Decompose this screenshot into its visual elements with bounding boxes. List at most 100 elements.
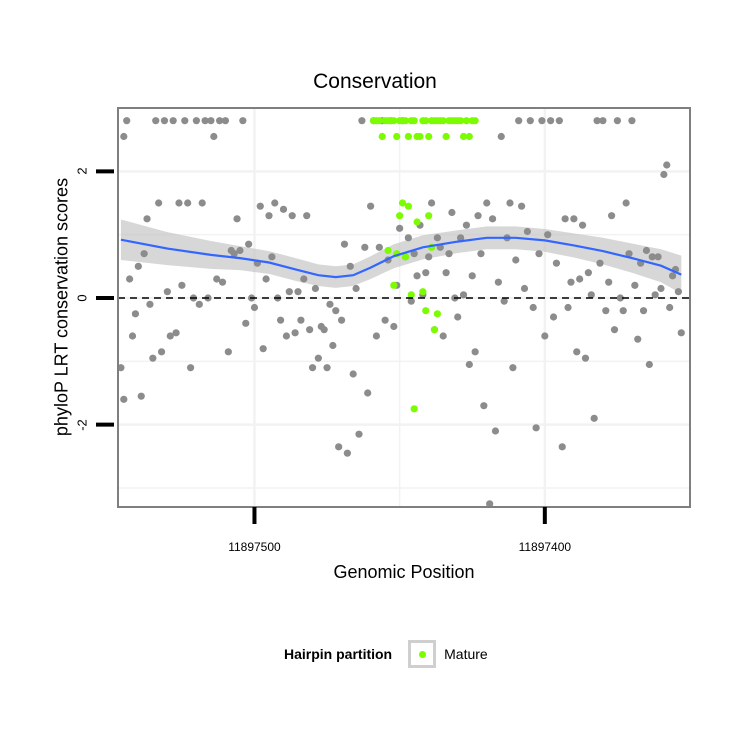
mature-point bbox=[393, 132, 401, 141]
mature-point bbox=[422, 117, 430, 125]
data-point bbox=[137, 392, 145, 400]
data-point bbox=[570, 215, 578, 223]
data-point bbox=[645, 360, 653, 369]
data-point bbox=[239, 117, 247, 125]
data-point bbox=[439, 332, 447, 340]
data-point bbox=[520, 284, 529, 293]
mature-point bbox=[404, 202, 412, 210]
data-point bbox=[515, 117, 523, 125]
data-point bbox=[326, 300, 334, 308]
data-point bbox=[425, 253, 433, 261]
data-point bbox=[337, 316, 346, 324]
mature-point bbox=[410, 117, 418, 125]
data-point bbox=[660, 170, 668, 179]
data-point bbox=[175, 199, 183, 207]
data-point bbox=[474, 212, 482, 220]
data-point bbox=[352, 284, 360, 293]
mature-point bbox=[462, 117, 471, 125]
data-point bbox=[390, 322, 398, 331]
data-point bbox=[666, 303, 674, 312]
mature-point bbox=[378, 132, 386, 141]
data-point bbox=[535, 250, 543, 258]
data-point bbox=[152, 117, 160, 125]
data-point bbox=[555, 117, 563, 125]
data-point bbox=[552, 259, 561, 267]
mature-point bbox=[465, 132, 473, 141]
data-point bbox=[396, 224, 404, 232]
x-axis-label: Genomic Position bbox=[333, 562, 475, 582]
data-point bbox=[602, 307, 610, 315]
data-point bbox=[262, 275, 270, 283]
mature-point bbox=[401, 117, 410, 125]
legend-key bbox=[408, 640, 437, 668]
data-point bbox=[445, 250, 453, 258]
y-tick-label: 2 bbox=[74, 167, 90, 175]
data-point bbox=[483, 199, 491, 207]
data-point bbox=[372, 332, 381, 340]
data-point bbox=[323, 364, 331, 372]
data-point bbox=[590, 414, 598, 422]
data-point bbox=[610, 326, 619, 334]
data-point bbox=[221, 117, 230, 125]
data-point bbox=[218, 278, 227, 286]
data-point bbox=[364, 389, 372, 397]
data-point bbox=[157, 348, 166, 356]
data-point bbox=[332, 307, 340, 315]
data-point bbox=[178, 281, 186, 289]
data-point bbox=[245, 240, 253, 248]
data-point bbox=[155, 199, 163, 207]
data-point bbox=[128, 332, 137, 340]
data-point bbox=[259, 345, 267, 353]
data-point bbox=[547, 117, 555, 125]
data-point bbox=[186, 364, 195, 372]
data-point bbox=[628, 117, 636, 125]
data-point bbox=[340, 240, 349, 248]
data-point bbox=[500, 297, 508, 305]
data-point bbox=[457, 234, 465, 242]
data-point bbox=[599, 117, 607, 125]
data-point bbox=[308, 364, 317, 372]
mature-point bbox=[468, 117, 476, 125]
data-point bbox=[459, 291, 468, 299]
data-point bbox=[427, 199, 436, 207]
y-tick-label: -2 bbox=[74, 418, 90, 431]
data-point bbox=[285, 288, 293, 296]
data-point bbox=[407, 297, 415, 305]
legend-mature-swatch bbox=[418, 650, 426, 658]
data-point bbox=[236, 246, 244, 255]
mature-point bbox=[425, 132, 433, 141]
data-point bbox=[279, 205, 288, 213]
data-point bbox=[233, 215, 241, 223]
data-point bbox=[213, 275, 221, 283]
mature-point bbox=[384, 246, 392, 255]
data-point bbox=[677, 329, 685, 337]
data-point bbox=[549, 313, 558, 321]
data-point bbox=[558, 443, 566, 451]
data-point bbox=[303, 212, 311, 220]
data-point bbox=[343, 449, 351, 457]
data-point bbox=[538, 117, 546, 125]
data-point bbox=[529, 303, 537, 312]
data-point bbox=[622, 199, 630, 207]
data-point bbox=[663, 161, 671, 169]
data-point bbox=[250, 303, 259, 312]
data-point bbox=[567, 278, 575, 286]
data-point bbox=[674, 288, 682, 296]
data-point bbox=[134, 262, 142, 270]
mature-point bbox=[398, 199, 407, 207]
data-point bbox=[491, 427, 500, 435]
mature-point bbox=[459, 132, 468, 141]
data-point bbox=[512, 256, 520, 264]
data-point bbox=[126, 275, 134, 283]
data-point bbox=[651, 291, 659, 299]
data-point bbox=[619, 307, 627, 315]
data-point bbox=[288, 212, 296, 220]
data-point bbox=[468, 272, 476, 280]
data-point bbox=[143, 215, 151, 223]
data-point bbox=[195, 300, 203, 308]
panel-border bbox=[117, 107, 691, 508]
data-point bbox=[276, 316, 285, 324]
data-point bbox=[642, 246, 651, 255]
data-point bbox=[172, 329, 180, 337]
data-point bbox=[448, 208, 456, 217]
